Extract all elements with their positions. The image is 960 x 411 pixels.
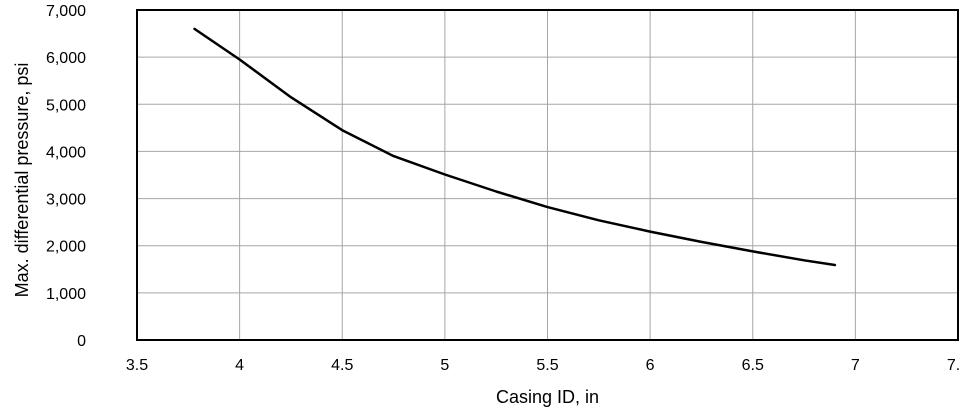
x-axis-label: Casing ID, in	[496, 387, 599, 407]
y-tick-label: 3,000	[46, 192, 86, 209]
y-tick-label: 1,000	[46, 286, 86, 303]
series-line	[193, 27, 837, 267]
y-tick-label: 2,000	[46, 239, 86, 256]
x-tick-label: 6.5	[742, 357, 764, 374]
x-tick-label: 3.5	[126, 357, 148, 374]
x-tick-label: 4	[235, 357, 244, 374]
x-tick-label: 4.5	[331, 357, 353, 374]
x-axis-ticks: 3.5 4 4.5 5 5.5 6 6.5 7 7.5	[126, 357, 960, 374]
grid	[137, 10, 958, 340]
x-tick-label: 6	[646, 357, 655, 374]
series-group	[193, 27, 837, 267]
y-axis-ticks: 0 1,000 2,000 3,000 4,000 5,000 6,000 7,000	[46, 3, 86, 350]
y-tick-label: 6,000	[46, 50, 86, 67]
y-tick-label: 4,000	[46, 144, 86, 161]
plot-frame	[136, 9, 959, 341]
y-axis-label: Max. differential pressure, psi	[12, 63, 32, 298]
y-tick-label: 5,000	[46, 97, 86, 114]
y-tick-label: 7,000	[46, 3, 86, 20]
x-tick-label: 7.5	[947, 357, 960, 374]
x-tick-label: 5.5	[536, 357, 558, 374]
x-tick-label: 5	[440, 357, 449, 374]
y-tick-label: 0	[77, 333, 86, 350]
x-tick-label: 7	[851, 357, 860, 374]
